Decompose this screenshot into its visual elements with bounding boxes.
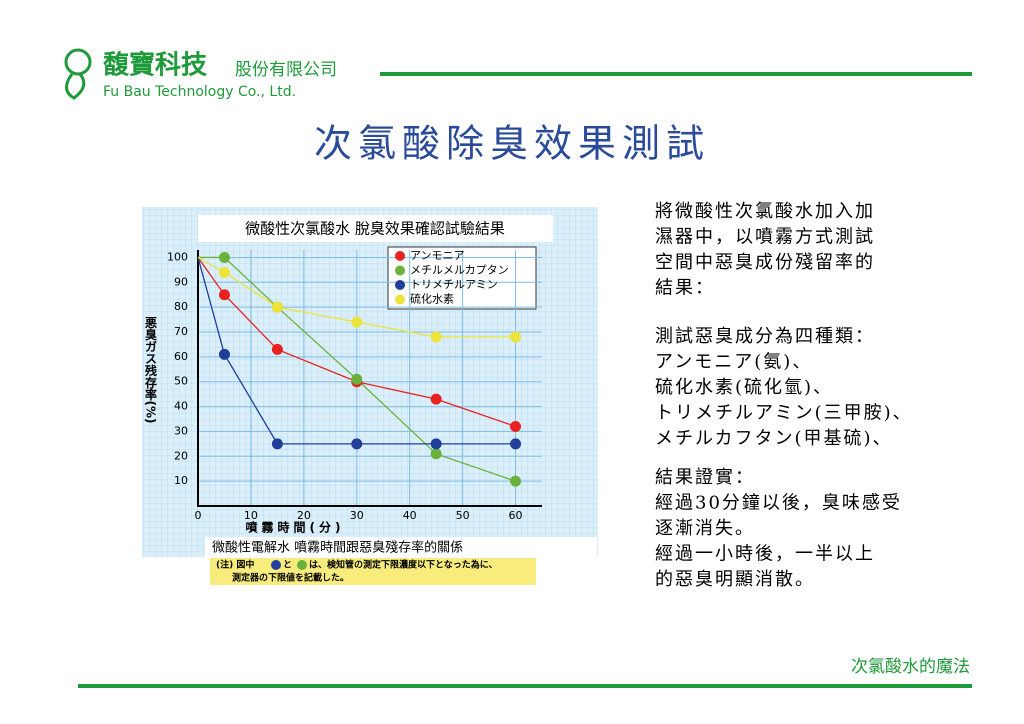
footer-text: 次氯酸水的魔法 — [851, 657, 970, 677]
body-text: 經過一小時後，一半以上 — [655, 544, 875, 565]
x-tick-label: 10 — [244, 509, 258, 522]
data-point — [430, 393, 442, 405]
y-tick-label: 10 — [174, 474, 188, 487]
data-point — [218, 348, 230, 360]
footer-rule — [78, 684, 972, 688]
logo-icon — [64, 48, 92, 100]
data-point — [351, 373, 363, 385]
data-point — [271, 301, 283, 313]
slide-title: 次氯酸除臭效果測試 — [314, 122, 710, 166]
legend-label: 硫化水素 — [410, 292, 454, 306]
body-text: 的惡臭明顯消散。 — [655, 569, 815, 590]
x-tick-label: 0 — [195, 509, 202, 522]
x-tick-label: 40 — [403, 509, 417, 522]
company-english: Fu Bau Technology Co., Ltd. — [103, 84, 296, 100]
data-point — [430, 331, 442, 343]
data-point — [218, 289, 230, 301]
note-icon — [271, 560, 281, 570]
legend-marker — [395, 251, 405, 261]
body-text: 濕器中，以噴霧方式測試 — [655, 227, 875, 248]
data-point — [271, 438, 283, 450]
y-tick-label: 40 — [174, 400, 188, 413]
company-name: 股份有限公司 — [235, 60, 337, 80]
data-point — [510, 331, 522, 343]
x-tick-label: 60 — [509, 509, 523, 522]
data-point — [351, 438, 363, 450]
data-point — [430, 438, 442, 450]
body-text: 結果證實： — [655, 467, 755, 488]
data-point — [510, 438, 522, 450]
chart-caption: 微酸性電解水 噴霧時間跟惡臭殘存率的關係 — [212, 540, 463, 556]
series-line — [197, 257, 516, 428]
data-point — [271, 343, 283, 355]
data-point — [510, 420, 522, 432]
legend-marker — [395, 280, 405, 290]
note-box — [210, 558, 536, 585]
body-text: 測試惡臭成分為四種類： — [655, 326, 875, 347]
y-tick-label: 80 — [174, 300, 188, 313]
logo-text: 馥寶科技 — [103, 50, 207, 81]
note-icon — [297, 560, 307, 570]
body-text: 硫化水素(硫化氫)、 — [655, 377, 833, 398]
data-point — [218, 251, 230, 263]
y-tick-label: 30 — [174, 424, 188, 437]
series-line — [197, 257, 516, 445]
body-text: トリメチルアミン(三甲胺)、 — [655, 403, 913, 424]
x-tick-label: 50 — [456, 509, 470, 522]
data-point — [351, 316, 363, 328]
body-text: 經過30分鐘以後，臭味感受 — [655, 493, 902, 514]
body-text: 將微酸性次氯酸水加入加 — [655, 201, 875, 222]
legend-marker — [395, 294, 405, 305]
legend-label: トリメチルアミン — [410, 278, 498, 291]
y-tick-label: 70 — [174, 325, 188, 338]
legend-label: メチルメルカプタン — [410, 264, 509, 277]
header-rule — [380, 72, 972, 76]
y-tick-label: 20 — [174, 449, 188, 462]
y-tick-label: 100 — [167, 250, 188, 263]
note-text: (注) 図中 — [216, 559, 254, 571]
x-axis-label: 噴霧時間(分) — [246, 520, 345, 535]
data-point — [510, 475, 522, 487]
body-text: アンモニア(氨)、 — [655, 352, 812, 373]
data-point — [430, 448, 442, 460]
chart-title-box — [198, 215, 553, 242]
axis — [197, 250, 542, 507]
note-text: と — [283, 560, 292, 571]
data-point — [218, 266, 230, 278]
y-axis-label: 悪臭ガス残存率(%) — [144, 316, 158, 423]
body-text: 空間中惡臭成份殘留率的 — [655, 252, 875, 273]
chart-title: 微酸性次氯酸水 脫臭效果確認試驗結果 — [245, 220, 505, 238]
caption-box — [205, 537, 597, 557]
legend-marker — [395, 265, 405, 276]
body-text: メチルカフタン(甲基硫)、 — [655, 428, 893, 449]
note-text: は、検知管の測定下限濃度以下となった為に、 — [309, 559, 497, 571]
x-tick-label: 20 — [297, 509, 311, 522]
y-tick-label: 90 — [174, 275, 188, 288]
legend-label: アンモニア — [410, 249, 465, 262]
y-tick-label: 50 — [174, 375, 188, 388]
body-text: 結果： — [655, 278, 715, 299]
note-text: 測定器の下限値を記載した。 — [232, 572, 349, 584]
y-tick-label: 60 — [174, 350, 188, 363]
body-text: 逐漸消失。 — [655, 518, 755, 539]
x-tick-label: 30 — [350, 509, 364, 522]
